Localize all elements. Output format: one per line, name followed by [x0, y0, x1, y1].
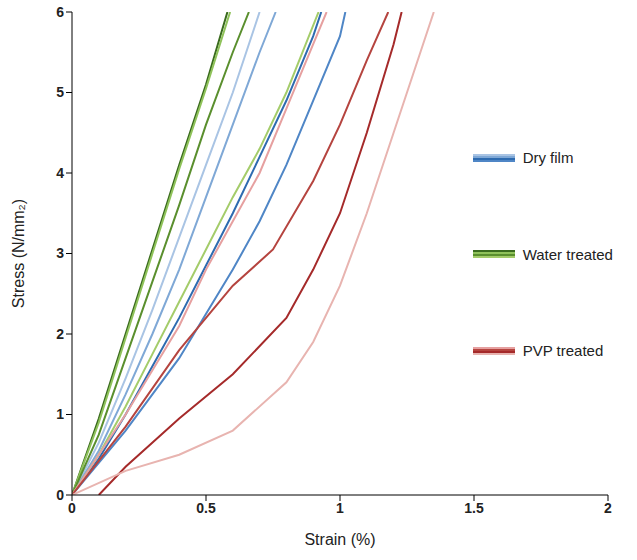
svg-text:Stress (N/mm₂): Stress (N/mm₂)	[10, 199, 27, 308]
html-text:Water treated: Water treated	[522, 245, 613, 263]
svg-text:0: 0	[56, 487, 64, 503]
svg-text:3: 3	[56, 245, 64, 261]
svg-text:5: 5	[56, 84, 64, 100]
svg-text:2: 2	[604, 500, 612, 516]
svg-text:2: 2	[56, 326, 64, 342]
svg-text:6: 6	[56, 4, 64, 20]
svg-text:4: 4	[56, 165, 64, 181]
svg-text:1: 1	[336, 500, 344, 516]
svg-text:0: 0	[68, 500, 76, 516]
svg-text:Strain (%): Strain (%)	[304, 531, 375, 548]
svg-text:1: 1	[56, 406, 64, 422]
svg-text:0.5: 0.5	[196, 500, 216, 516]
html-text:Dry film: Dry film	[522, 149, 574, 167]
svg-text:1.5: 1.5	[464, 500, 484, 516]
html-text:PVP treated: PVP treated	[522, 342, 604, 360]
